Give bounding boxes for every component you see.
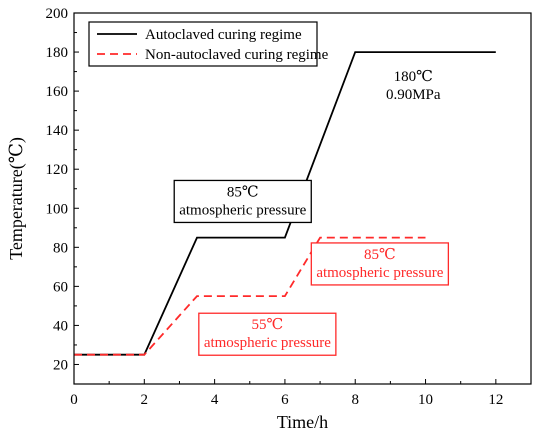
y-tick-label: 200: [46, 6, 69, 22]
annotation-4: 55℃ atmospheric pressure: [198, 312, 337, 356]
y-tick-label: 120: [46, 162, 69, 178]
x-axis-label: Time/h: [277, 412, 328, 432]
annotation-text: atmospheric pressure: [316, 265, 443, 281]
annotation-text: 0.90MPa: [386, 87, 441, 103]
series-line-non-autoclaved-curing-regime: [74, 236, 426, 356]
plot-frame: [73, 12, 532, 385]
annotation-text: 180℃: [394, 69, 433, 85]
y-tick-label: 100: [46, 201, 69, 217]
x-tick-label: 6: [281, 392, 289, 408]
y-tick-label: 140: [46, 123, 69, 139]
annotation-1: 180℃ 0.90MPa: [386, 69, 441, 103]
legend: Autoclaved curing regime Non-autoclaved c…: [88, 21, 329, 67]
annotation-box: [173, 179, 312, 224]
annotation-text: 85℃: [227, 184, 259, 200]
annotation-box: [310, 242, 450, 286]
annotation-text: atmospheric pressure: [204, 335, 331, 351]
x-tick-label: 10: [418, 392, 433, 408]
x-tick-label: 4: [211, 392, 219, 408]
x-tick-label: 0: [70, 392, 78, 408]
y-tick-label: 20: [53, 357, 68, 373]
annotation-text: 85℃: [364, 247, 396, 263]
annotation-text: atmospheric pressure: [179, 202, 306, 218]
annotation-3: 85℃ atmospheric pressure: [310, 242, 450, 286]
x-tick-label: 8: [351, 392, 359, 408]
y-axis-label: Temperature(℃): [6, 137, 27, 260]
y-tick-label: 80: [53, 240, 68, 256]
x-tick-label: 12: [488, 392, 503, 408]
annotation-box: [198, 312, 337, 356]
legend-box: [88, 21, 318, 67]
y-tick-label: 60: [53, 279, 68, 295]
y-tick-label: 180: [46, 45, 69, 61]
annotation-text: 55℃: [251, 317, 283, 333]
legend-entry: Non-autoclaved curing regime: [145, 47, 329, 63]
y-tick-label: 40: [53, 318, 68, 334]
ticks-layer: 0 2 4 6 8 10 12 20 40 60 80 100 120 140 160 180 200: [46, 6, 504, 408]
y-tick-label: 160: [46, 84, 69, 100]
legend-entry: Autoclaved curing regime: [145, 27, 302, 43]
series-layer: [74, 51, 496, 356]
annotation-2: 85℃ atmospheric pressure: [173, 179, 312, 224]
annotations-layer: 180℃ 0.90MPa 85℃ atmospheric pressure 85℃ atm…: [173, 69, 450, 356]
x-tick-label: 2: [141, 392, 149, 408]
